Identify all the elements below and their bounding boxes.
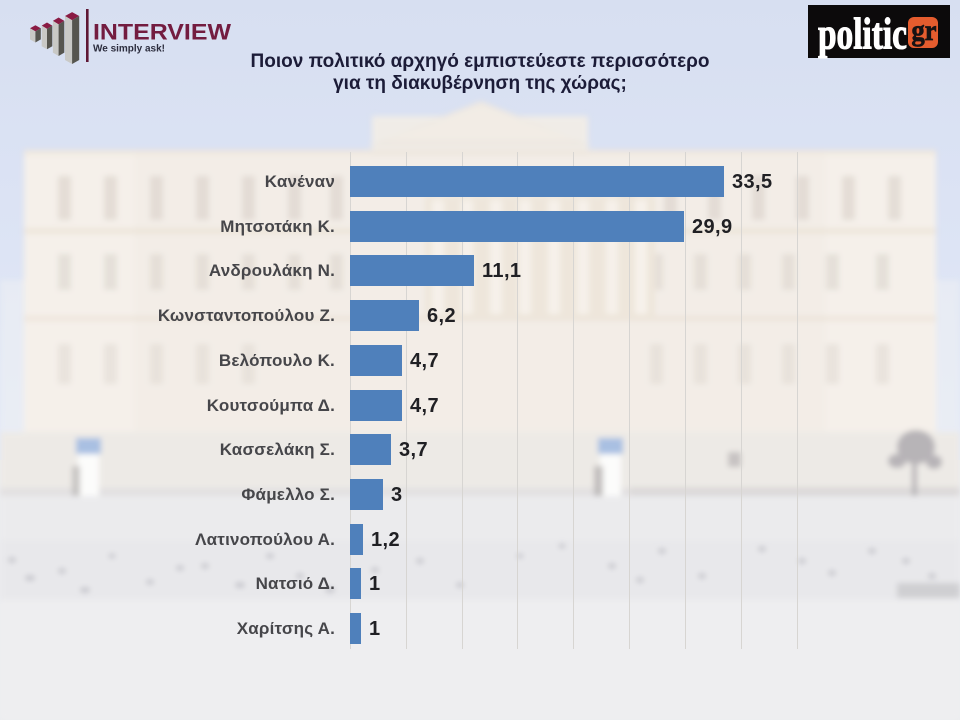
svg-text:INTERVIEW: INTERVIEW (93, 20, 231, 45)
svg-text:We simply ask!: We simply ask! (93, 44, 165, 55)
svg-text:politic: politic (818, 10, 907, 59)
svg-text:gr: gr (912, 14, 937, 47)
